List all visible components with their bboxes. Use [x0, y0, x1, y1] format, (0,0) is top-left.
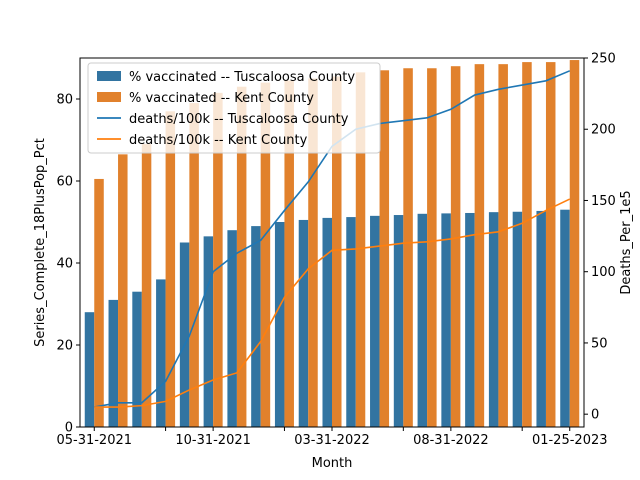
- right-tick-label-200: 200: [591, 123, 616, 138]
- bar-tuscaloosa-15: [441, 213, 451, 427]
- left-tick-label-40: 40: [56, 257, 73, 272]
- right-axis: 0 50 100 150 200 250: [584, 52, 616, 423]
- left-tick-label-60: 60: [56, 175, 73, 190]
- bar-tuscaloosa-1: [108, 299, 119, 427]
- legend-swatch-kent-bar: [97, 92, 121, 102]
- bar-kent-17: [498, 64, 508, 428]
- right-tick-label-100: 100: [591, 265, 616, 280]
- bar-kent-11: [355, 72, 366, 427]
- bar-kent-4: [189, 103, 199, 427]
- legend-swatch-tuscaloosa-bar: [97, 71, 121, 81]
- bar-tuscaloosa-0: [84, 312, 95, 427]
- bar-kent-13: [403, 68, 413, 427]
- bar-tuscaloosa-5: [203, 236, 214, 427]
- bar-kent-5: [213, 92, 223, 427]
- y-axis-right-label: Deaths_Per_1e5: [619, 190, 634, 294]
- right-tick-label-150: 150: [591, 194, 616, 209]
- bar-tuscaloosa-11: [346, 217, 356, 427]
- bar-tuscaloosa-19: [536, 210, 546, 427]
- bar-kent-15: [450, 66, 461, 427]
- bars-layer: [84, 60, 580, 428]
- bar-kent-10: [332, 76, 342, 427]
- bar-tuscaloosa-13: [393, 215, 404, 427]
- bar-tuscaloosa-2: [132, 291, 142, 427]
- bar-kent-9: [308, 78, 318, 427]
- x-tick-label-15: 08-31-2022: [413, 433, 489, 448]
- legend: % vaccinated -- Tuscaloosa County % vacci…: [87, 62, 381, 154]
- x-axis: 05-31-2021 10-31-2021 03-31-2022 08-31-2022…: [56, 427, 608, 448]
- right-tick-label-0: 0: [591, 408, 599, 423]
- bar-tuscaloosa-6: [227, 230, 237, 427]
- bar-tuscaloosa-3: [156, 279, 166, 427]
- bar-tuscaloosa-18: [512, 211, 523, 427]
- bar-kent-7: [260, 82, 271, 427]
- bar-kent-16: [474, 64, 485, 428]
- left-tick-label-80: 80: [56, 93, 73, 108]
- bar-kent-3: [165, 111, 176, 428]
- bar-tuscaloosa-7: [251, 226, 261, 427]
- left-axis: 0 20 40 60 80: [56, 93, 80, 436]
- bar-kent-0: [94, 178, 104, 427]
- bar-kent-14: [427, 68, 437, 427]
- bar-tuscaloosa-16: [465, 212, 475, 427]
- bar-kent-8: [284, 80, 294, 428]
- bar-tuscaloosa-20: [560, 209, 570, 427]
- bar-tuscaloosa-4: [179, 242, 190, 427]
- legend-label-kent-bar: % vaccinated -- Kent County: [129, 91, 314, 106]
- x-tick-label-0: 05-31-2021: [56, 433, 132, 448]
- line-kent: [94, 198, 571, 408]
- bar-tuscaloosa-12: [370, 215, 380, 427]
- bar-kent-20: [569, 60, 580, 428]
- legend-box: [87, 62, 381, 154]
- left-tick-label-0: 0: [65, 421, 73, 436]
- x-axis-label: Month: [312, 456, 353, 471]
- bar-kent-1: [118, 154, 128, 427]
- bar-tuscaloosa-8: [274, 222, 285, 427]
- legend-label-tuscaloosa-line: deaths/100k -- Tuscaloosa County: [129, 112, 349, 127]
- bar-kent-2: [141, 144, 152, 427]
- bar-tuscaloosa-9: [298, 219, 309, 427]
- x-tick-label-10: 03-31-2022: [294, 433, 370, 448]
- legend-label-kent-line: deaths/100k -- Kent County: [129, 133, 308, 148]
- legend-label-tuscaloosa-bar: % vaccinated -- Tuscaloosa County: [129, 70, 355, 85]
- right-tick-label-250: 250: [591, 52, 616, 67]
- right-tick-label-50: 50: [591, 336, 608, 351]
- bar-kent-18: [522, 62, 532, 427]
- x-tick-label-20: 01-25-2023: [532, 433, 608, 448]
- bar-tuscaloosa-14: [417, 213, 428, 427]
- left-tick-label-20: 20: [56, 339, 73, 354]
- bar-kent-6: [236, 86, 247, 427]
- x-tick-label-5: 10-31-2021: [175, 433, 251, 448]
- bar-kent-12: [379, 70, 390, 428]
- bar-tuscaloosa-17: [488, 212, 499, 427]
- y-axis-left-label: Series_Complete_18PlusPop_Pct: [33, 138, 48, 347]
- bar-tuscaloosa-10: [322, 217, 332, 427]
- bar-kent-19: [545, 62, 556, 427]
